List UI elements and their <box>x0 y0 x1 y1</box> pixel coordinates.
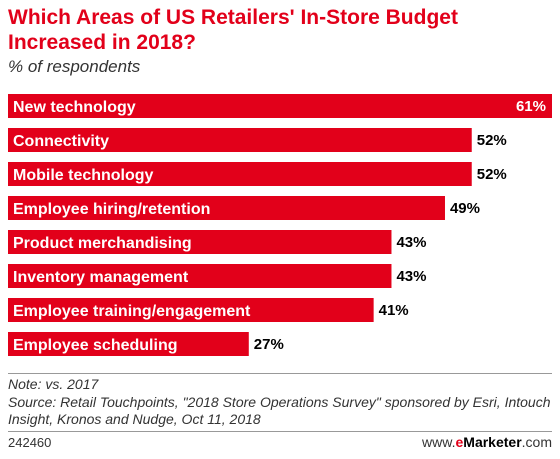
bar <box>8 230 392 254</box>
bar-category-label: Product merchandising <box>13 235 192 252</box>
bar-category-label: Employee training/engagement <box>13 303 251 320</box>
brand-name: Marketer <box>463 434 522 450</box>
bar-category-label: Mobile technology <box>13 167 154 184</box>
brand-e: e <box>455 434 464 450</box>
chart-source: Source: Retail Touchpoints, "2018 Store … <box>8 394 551 427</box>
bar-category-label: Employee scheduling <box>13 337 177 354</box>
bar-value-label: 61% <box>516 98 546 115</box>
bar-chart: New technology 61% Connectivity 52% Mobile t… <box>8 94 552 356</box>
bar-value-label: 43% <box>396 234 426 251</box>
bar-value-label: 27% <box>254 336 284 353</box>
bar-value-label: 41% <box>379 302 409 319</box>
bar <box>8 332 249 356</box>
bar <box>8 196 445 220</box>
chart-id: 242460 <box>8 435 52 450</box>
bar-category-label: Inventory management <box>13 269 189 286</box>
footer-divider-bottom <box>8 431 552 432</box>
bar <box>8 298 374 322</box>
bar <box>8 162 472 186</box>
bar-category-label: Employee hiring/retention <box>13 201 210 218</box>
bar-value-label: 52% <box>477 132 507 149</box>
bar-value-label: 52% <box>477 166 507 183</box>
bar-value-label: 49% <box>450 200 480 217</box>
bar <box>8 264 392 288</box>
footer-divider <box>8 373 552 374</box>
emarketer-logo[interactable]: www.eMarketer.com <box>422 433 552 451</box>
chart-title: Which Areas of US Retailers' In-Store Bu… <box>8 6 458 54</box>
bar-category-label: New technology <box>13 99 136 116</box>
brand-suffix: .com <box>521 434 552 450</box>
bar <box>8 128 472 152</box>
bar-category-label: Connectivity <box>13 133 109 150</box>
bar-value-label: 43% <box>396 268 426 285</box>
chart-subtitle: % of respondents <box>8 57 141 76</box>
brand-prefix: www. <box>422 434 456 450</box>
chart-note: Note: vs. 2017 <box>8 376 99 392</box>
bar <box>8 94 552 118</box>
